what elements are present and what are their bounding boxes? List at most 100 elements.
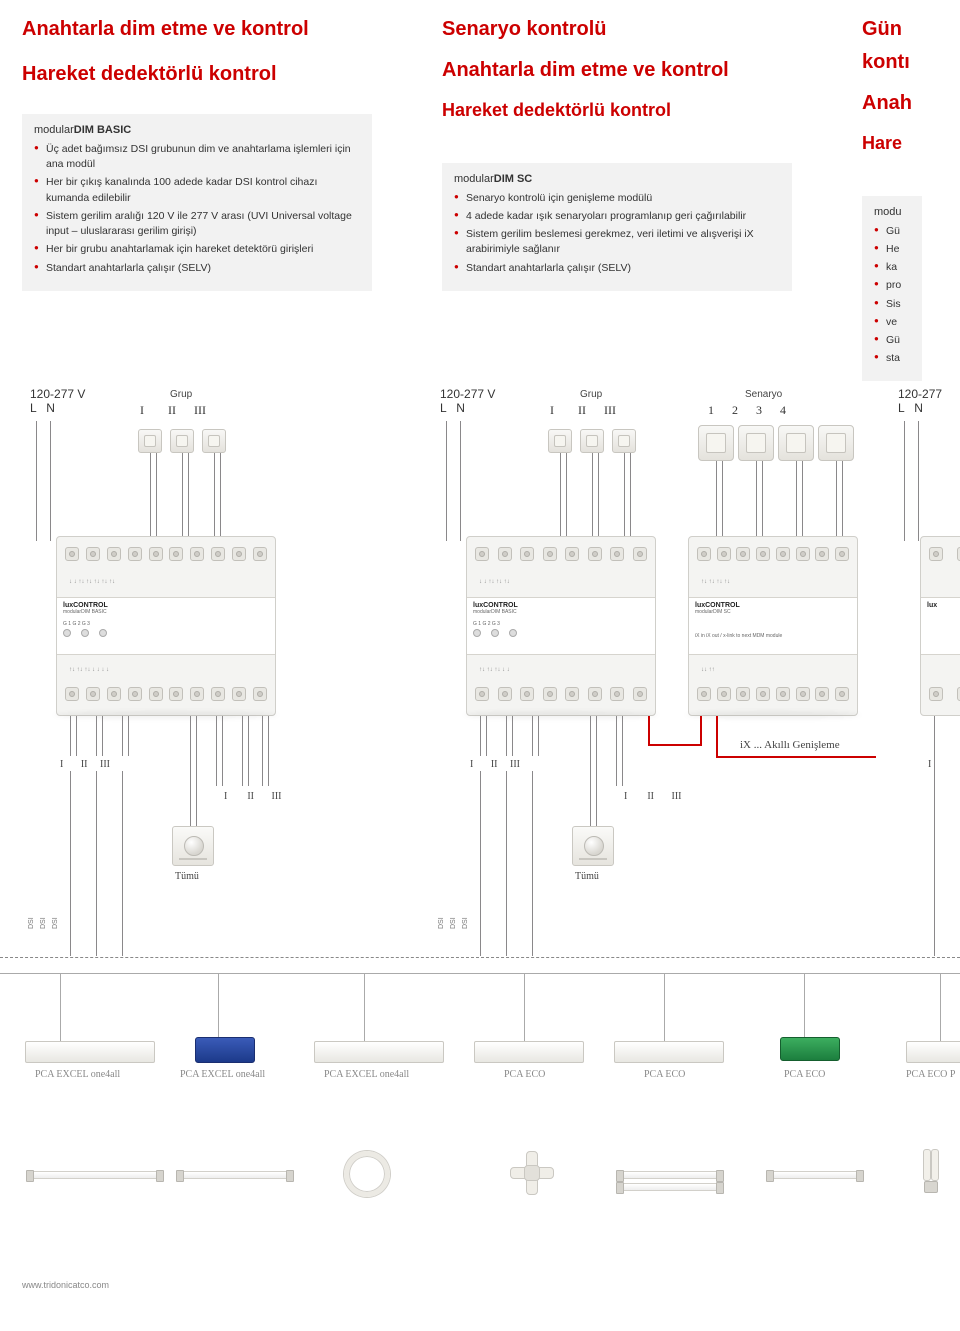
lamp-circular bbox=[344, 1151, 390, 1197]
din-module-basic: ↓ ↓ ↑↓ ↑↓ ↑↓ ↑↓ ↑↓ luxCONTROL modularDIM… bbox=[56, 536, 276, 716]
list-item: Her bir çıkış kanalında 100 adede kadar … bbox=[34, 175, 360, 205]
wire bbox=[70, 716, 71, 756]
wire bbox=[566, 453, 567, 541]
ballast-eco-1 bbox=[474, 1041, 584, 1063]
list-item: Her bir grubu anahtarlamak için hareket … bbox=[34, 242, 360, 257]
terminal bbox=[107, 687, 121, 701]
wire bbox=[480, 716, 481, 756]
bus-drop bbox=[664, 973, 665, 1041]
switch-group-1[interactable] bbox=[548, 429, 572, 453]
list-item: Gü bbox=[874, 224, 910, 239]
motion-sensor bbox=[172, 826, 214, 866]
lamp-2d bbox=[510, 1151, 554, 1195]
voltage-label: 120-277 bbox=[898, 387, 942, 401]
switch-group-2[interactable] bbox=[580, 429, 604, 453]
wire bbox=[182, 453, 183, 541]
wire bbox=[76, 716, 77, 756]
wire bbox=[460, 421, 461, 541]
switch-group-3[interactable] bbox=[612, 429, 636, 453]
ballast-excel-1 bbox=[25, 1041, 155, 1063]
roman-mid: I II III bbox=[224, 791, 281, 802]
model-label: modularDIM BASIC bbox=[63, 610, 269, 616]
wire bbox=[242, 716, 243, 786]
col3-list: Gü He ka pro Sis ve Gü sta bbox=[874, 224, 910, 367]
wire bbox=[188, 453, 189, 541]
diagram3-toplabels: 120-277 L N bbox=[898, 387, 942, 415]
ballast-excel-2 bbox=[195, 1037, 255, 1063]
switch-scene-4[interactable] bbox=[818, 425, 854, 461]
switch-group-1[interactable] bbox=[138, 429, 162, 453]
wire bbox=[156, 453, 157, 541]
col2-list: Senaryo kontrolü için genişleme modülü 4… bbox=[454, 191, 780, 276]
bus-line-dashed bbox=[0, 957, 960, 958]
label-band: luxCONTROL modularDIM SC iX in iX out / … bbox=[689, 597, 857, 655]
arrows: ↓ ↓ ↑↓ ↑↓ ↑↓ ↑↓ ↑↓ bbox=[69, 579, 263, 585]
ballast-label: PCA ECO P bbox=[906, 1069, 955, 1080]
col1-title1: Anahtarla dim etme ve kontrol bbox=[22, 18, 414, 41]
terminal bbox=[232, 687, 246, 701]
wire bbox=[190, 716, 191, 826]
din-module-basic-2: ↓ ↓ ↑↓ ↑↓ ↑↓ luxCONTROL modularDIM BASIC… bbox=[466, 536, 656, 716]
col1-box: modularDIM BASIC Üç adet bağımsız DSI gr… bbox=[22, 114, 372, 291]
wire bbox=[538, 716, 539, 756]
terminal bbox=[65, 687, 79, 701]
terminal bbox=[169, 547, 183, 561]
wire bbox=[122, 716, 123, 756]
ix-wire bbox=[648, 716, 650, 744]
lamp-cfl bbox=[922, 1149, 940, 1193]
label-band: luxCONTROL modularDIM BASIC G 1 G 2 G 3 bbox=[467, 597, 655, 655]
col3-title1b: kontı bbox=[862, 51, 942, 74]
footer-url: www.tridonicatco.com bbox=[22, 1280, 109, 1290]
wire bbox=[36, 421, 37, 541]
tumu-label: Tümü bbox=[575, 871, 599, 882]
box-name: modular bbox=[454, 173, 494, 185]
wire bbox=[222, 716, 223, 786]
list-item: Sis bbox=[874, 297, 910, 312]
header-columns: Anahtarla dim etme ve kontrol Hareket de… bbox=[0, 0, 960, 381]
bus-drop bbox=[804, 973, 805, 1041]
diagram1-toplabels: 120-277 V L N bbox=[30, 387, 85, 415]
list-item: Gü bbox=[874, 333, 910, 348]
wire bbox=[196, 716, 197, 826]
list-item: He bbox=[874, 242, 910, 257]
roman-bottom: I II III bbox=[470, 759, 520, 770]
col3-title2: Anah bbox=[862, 92, 942, 115]
list-item: Standart anahtarlarla çalışır (SELV) bbox=[454, 261, 780, 276]
switch-scene-3[interactable] bbox=[778, 425, 814, 461]
col3-box: modu Gü He ka pro Sis ve Gü sta bbox=[862, 196, 922, 382]
terminal-row-top bbox=[697, 547, 849, 565]
wire bbox=[598, 453, 599, 541]
group-label: Grup bbox=[580, 389, 602, 400]
wiring-diagram: 120-277 V L N Grup I II III ↓ ↓ ↑↓ ↑↓ ↑↓… bbox=[0, 381, 960, 1331]
switch-scene-2[interactable] bbox=[738, 425, 774, 461]
wire bbox=[248, 716, 249, 786]
wire bbox=[506, 716, 507, 756]
terminal bbox=[65, 547, 79, 561]
bus-drop bbox=[364, 973, 365, 1041]
wire bbox=[214, 453, 215, 541]
terminal-row-bottom bbox=[697, 687, 849, 705]
wire bbox=[532, 771, 533, 956]
wire bbox=[630, 453, 631, 541]
wire bbox=[624, 453, 625, 541]
col2-box: modularDIM SC Senaryo kontrolü için geni… bbox=[442, 163, 792, 291]
terminal-row-bottom bbox=[475, 687, 647, 705]
ln-label: L N bbox=[440, 401, 465, 415]
switch-group-3[interactable] bbox=[202, 429, 226, 453]
list-item: pro bbox=[874, 278, 910, 293]
dsi-label: DSI bbox=[462, 918, 469, 930]
roman-cut: I bbox=[928, 759, 931, 770]
bus-drop bbox=[940, 973, 941, 1041]
wire bbox=[722, 461, 723, 541]
ln-label: L N bbox=[30, 401, 55, 415]
switch-group-2[interactable] bbox=[170, 429, 194, 453]
box-name: modular bbox=[34, 124, 74, 136]
wire bbox=[590, 716, 591, 826]
col2-title3: Hareket dedektörlü kontrol bbox=[442, 100, 834, 121]
switch-scene-1[interactable] bbox=[698, 425, 734, 461]
bus-drop bbox=[218, 973, 219, 1041]
wire bbox=[486, 716, 487, 756]
col2-title2: Anahtarla dim etme ve kontrol bbox=[442, 59, 834, 82]
col2-box-title: modularDIM SC bbox=[454, 173, 780, 185]
wire bbox=[756, 461, 757, 541]
